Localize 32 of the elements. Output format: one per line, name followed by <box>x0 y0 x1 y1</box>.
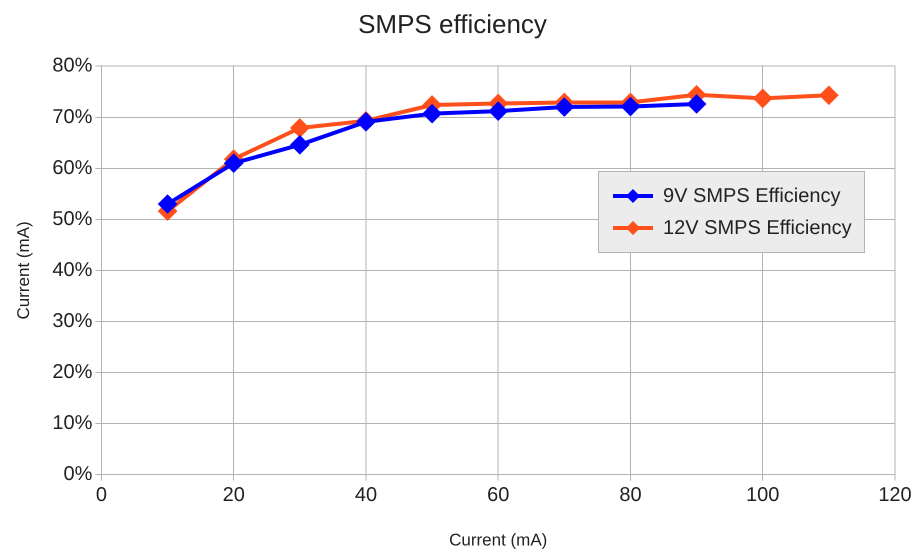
x-tick-label: 60 <box>487 484 510 506</box>
point <box>555 98 574 116</box>
y-tick-label: 80% <box>52 54 93 77</box>
x-tick-label: 20 <box>222 484 245 506</box>
y-tick-label: 50% <box>52 208 93 230</box>
point <box>754 89 772 108</box>
y-tick-label: 0% <box>64 463 93 486</box>
x-tick-label: 120 <box>878 484 912 506</box>
y-tick-label: 20% <box>52 361 93 384</box>
y-tick-label: 70% <box>52 106 93 128</box>
chart-title: SMPS efficiency <box>358 8 547 39</box>
point <box>820 86 838 104</box>
legend-label: 9V SMPS Efficiency <box>663 184 840 210</box>
point <box>224 154 243 172</box>
point <box>290 118 309 137</box>
x-tick-label: 100 <box>746 484 780 506</box>
y-tick-label: 30% <box>52 310 93 332</box>
point <box>158 195 177 214</box>
point <box>489 102 508 120</box>
point <box>621 98 640 116</box>
y-tick-label: 40% <box>52 258 93 281</box>
x-tick-label: 80 <box>619 484 642 506</box>
x-tick-label: 0 <box>96 484 107 506</box>
y-tick-label: 10% <box>52 412 93 434</box>
y-axis-title: Current (mA) <box>14 221 33 320</box>
legend-label: 12V SMPS Efficiency <box>663 216 852 242</box>
x-tick-label: 40 <box>354 484 378 506</box>
x-axis-title: Current (mA) <box>449 530 548 550</box>
point <box>290 136 309 154</box>
point <box>688 94 706 113</box>
y-tick-label: 60% <box>52 156 93 179</box>
point <box>423 104 442 123</box>
